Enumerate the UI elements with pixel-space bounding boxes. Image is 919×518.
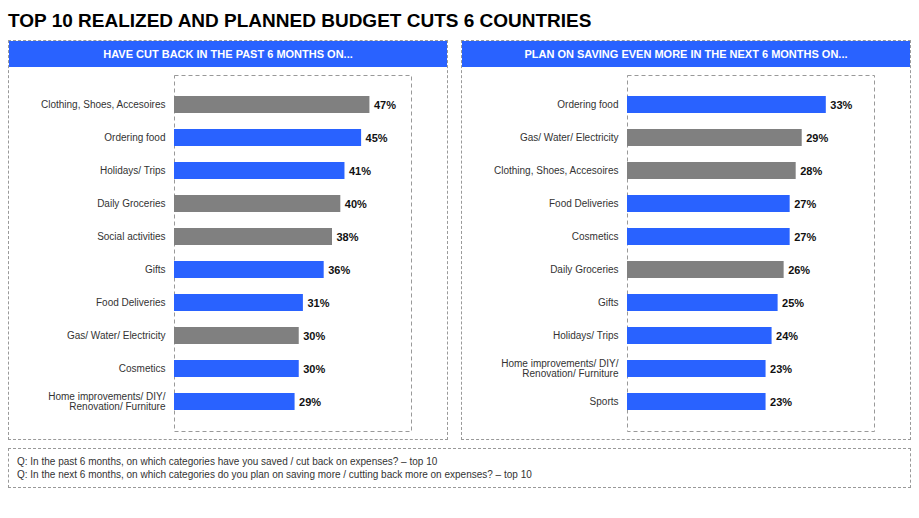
svg-text:Food Deliveries: Food Deliveries (96, 297, 165, 308)
svg-text:Holidays/ Trips: Holidays/ Trips (553, 330, 619, 341)
svg-text:36%: 36% (328, 264, 350, 276)
svg-text:Gas/ Water/ Electricity: Gas/ Water/ Electricity (67, 330, 166, 341)
svg-text:40%: 40% (345, 198, 367, 210)
svg-text:25%: 25% (782, 297, 804, 309)
svg-text:Social activities: Social activities (97, 231, 165, 242)
svg-text:Ordering food: Ordering food (557, 99, 618, 110)
svg-text:38%: 38% (337, 231, 359, 243)
svg-text:29%: 29% (806, 132, 828, 144)
svg-text:24%: 24% (776, 330, 798, 342)
html-text:TOP 10 REALIZED AND PLANNED BU: TOP 10 REALIZED AND PLANNED BUDGET CUTS … (8, 10, 592, 31)
svg-text:23%: 23% (770, 363, 792, 375)
svg-text:Cosmetics: Cosmetics (119, 363, 166, 374)
html-text:Q: In the next 6 months, on wh: Q: In the next 6 months, on which catego… (17, 469, 532, 480)
svg-text:45%: 45% (366, 132, 388, 144)
svg-text:30%: 30% (303, 330, 325, 342)
svg-text:Home improvements/ DIY/Renovat: Home improvements/ DIY/Renovation/ Furni… (501, 358, 619, 379)
svg-text:Gifts: Gifts (598, 297, 619, 308)
svg-text:Daily Groceries: Daily Groceries (550, 264, 618, 275)
svg-text:Gifts: Gifts (145, 264, 166, 275)
svg-text:Holidays/ Trips: Holidays/ Trips (100, 165, 166, 176)
svg-text:47%: 47% (374, 99, 396, 111)
svg-text:27%: 27% (794, 231, 816, 243)
svg-text:Sports: Sports (590, 396, 619, 407)
svg-text:29%: 29% (299, 396, 321, 408)
html-text:PLAN ON SAVING EVEN MORE IN TH: PLAN ON SAVING EVEN MORE IN THE NEXT 6 M… (524, 48, 848, 60)
svg-text:23%: 23% (770, 396, 792, 408)
svg-text:27%: 27% (794, 198, 816, 210)
html-text:HAVE CUT BACK IN THE PAST 6 MO: HAVE CUT BACK IN THE PAST 6 MONTHS ON... (103, 48, 353, 60)
svg-text:26%: 26% (788, 264, 810, 276)
svg-text:Food Deliveries: Food Deliveries (549, 198, 618, 209)
svg-text:30%: 30% (303, 363, 325, 375)
svg-text:Daily Groceries: Daily Groceries (97, 198, 165, 209)
svg-text:Ordering food: Ordering food (104, 132, 165, 143)
svg-text:Clothing, Shoes, Accesoires: Clothing, Shoes, Accesoires (494, 165, 619, 176)
svg-text:Cosmetics: Cosmetics (572, 231, 619, 242)
svg-text:Gas/ Water/ Electricity: Gas/ Water/ Electricity (520, 132, 619, 143)
svg-text:33%: 33% (830, 99, 852, 111)
svg-text:Clothing, Shoes, Accesoires: Clothing, Shoes, Accesoires (41, 99, 166, 110)
svg-text:41%: 41% (349, 165, 371, 177)
html-text:Q: In the past 6 months, on wh: Q: In the past 6 months, on which catego… (17, 456, 438, 467)
svg-text:Home improvements/ DIY/Renovat: Home improvements/ DIY/Renovation/ Furni… (48, 391, 166, 412)
svg-text:31%: 31% (307, 297, 329, 309)
svg-text:28%: 28% (800, 165, 822, 177)
